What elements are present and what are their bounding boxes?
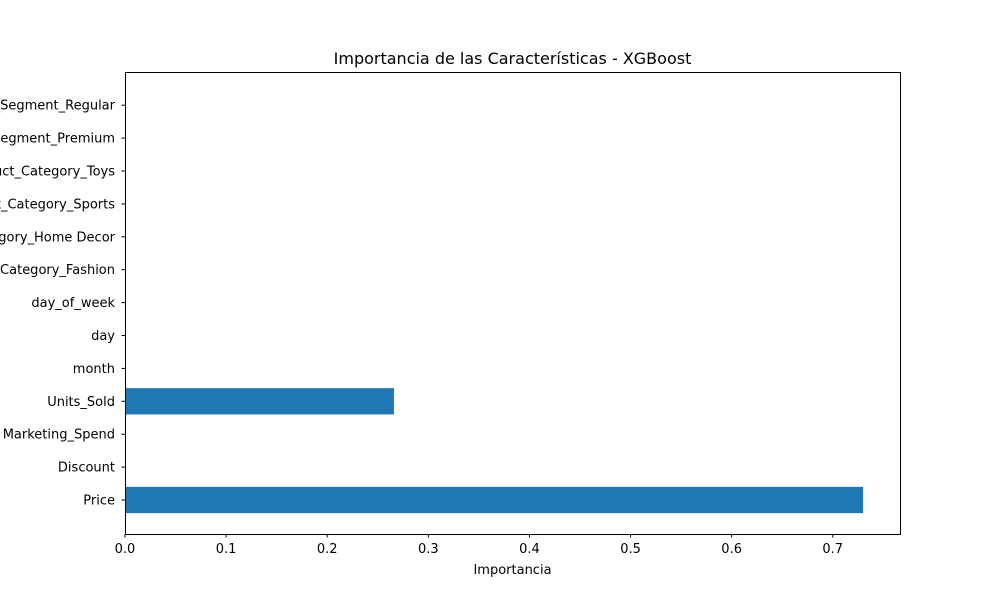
- x-tick-label-2: 0.2: [317, 542, 338, 557]
- x-tick-label-3: 0.3: [418, 542, 439, 557]
- y-tick-label-price: Price: [83, 494, 115, 509]
- bar-units-sold: [125, 388, 394, 415]
- x-axis-label: Importancia: [473, 563, 551, 578]
- y-tick-label-customer-segment-premium: Customer_Segment_Premium: [0, 132, 115, 147]
- y-tick-label-discount: Discount: [58, 461, 115, 476]
- x-tick-label-1: 0.1: [216, 542, 237, 557]
- x-axis: 0.0 0.1 0.2 0.3 0.4 0.5 0.6 0.7: [115, 534, 843, 557]
- y-tick-label-day-of-week: day_of_week: [31, 296, 115, 311]
- x-tick-label-0: 0.0: [115, 542, 136, 557]
- bars-layer: [125, 388, 864, 514]
- y-tick-label-units-sold: Units_Sold: [47, 395, 115, 410]
- y-tick-label-product-category-sports: Product_Category_Sports: [0, 197, 115, 212]
- y-tick-label-product-category-home-decor: Product_Category_Home Decor: [0, 230, 116, 245]
- y-tick-label-product-category-toys: Product_Category_Toys: [0, 165, 115, 180]
- y-tick-label-marketing-spend: Marketing_Spend: [3, 428, 115, 443]
- y-tick-label-day: day: [91, 329, 115, 344]
- x-tick-label-5: 0.5: [620, 542, 641, 557]
- y-axis: Price Discount Marketing_Spend Units_Sold mo…: [0, 99, 125, 509]
- x-tick-label-4: 0.4: [519, 542, 540, 557]
- bar-price: [125, 486, 864, 514]
- y-tick-label-product-category-fashion: Product_Category_Fashion: [0, 263, 115, 278]
- chart-title: Importancia de las Características - XGB…: [334, 49, 692, 68]
- y-tick-label-month: month: [73, 362, 115, 377]
- x-tick-label-7: 0.7: [822, 542, 843, 557]
- plot-frame: [125, 72, 901, 535]
- x-tick-label-6: 0.6: [721, 542, 742, 557]
- y-tick-label-customer-segment-regular: Customer_Segment_Regular: [0, 99, 116, 114]
